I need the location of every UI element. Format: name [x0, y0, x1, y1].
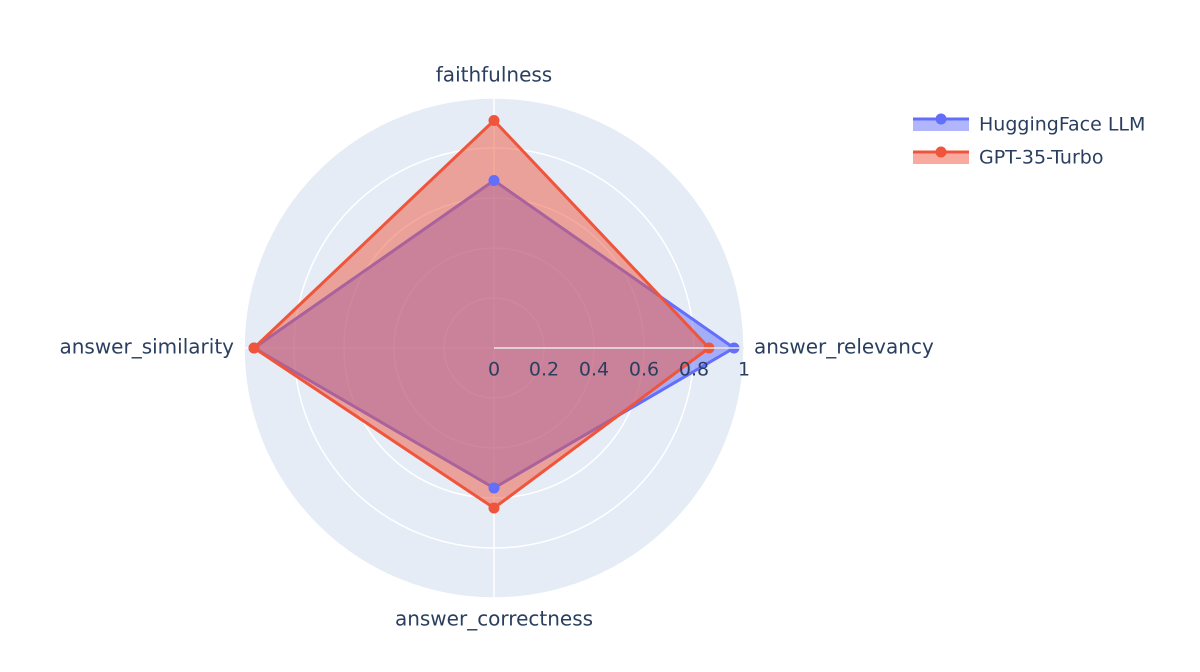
radial-tick-label: 0 — [488, 359, 500, 381]
legend-swatch — [913, 152, 969, 164]
radial-tick-label: 0.4 — [579, 359, 609, 381]
legend-item[interactable]: HuggingFace LLM — [913, 113, 1145, 136]
legend-label: GPT-35-Turbo — [979, 147, 1103, 169]
legend-item[interactable]: GPT-35-Turbo — [913, 146, 1103, 169]
data-point — [488, 175, 500, 186]
radial-tick-label: 0.6 — [629, 359, 659, 381]
angular-label: answer_correctness — [395, 607, 593, 631]
legend-swatch — [913, 119, 969, 131]
legend-marker — [935, 113, 947, 125]
data-point — [248, 342, 260, 354]
radial-tick-label: 0.8 — [679, 359, 709, 381]
data-point — [488, 502, 500, 514]
angular-label: faithfulness — [436, 63, 552, 87]
data-point — [488, 115, 500, 126]
legend-label: HuggingFace LLM — [979, 114, 1145, 136]
legend-marker — [935, 146, 947, 158]
data-point — [488, 482, 500, 494]
radial-tick-label: 0.2 — [529, 359, 559, 381]
angular-label: answer_similarity — [59, 335, 234, 359]
angular-label: answer_relevancy — [754, 335, 934, 359]
radial-tick-label: 1 — [738, 359, 750, 381]
